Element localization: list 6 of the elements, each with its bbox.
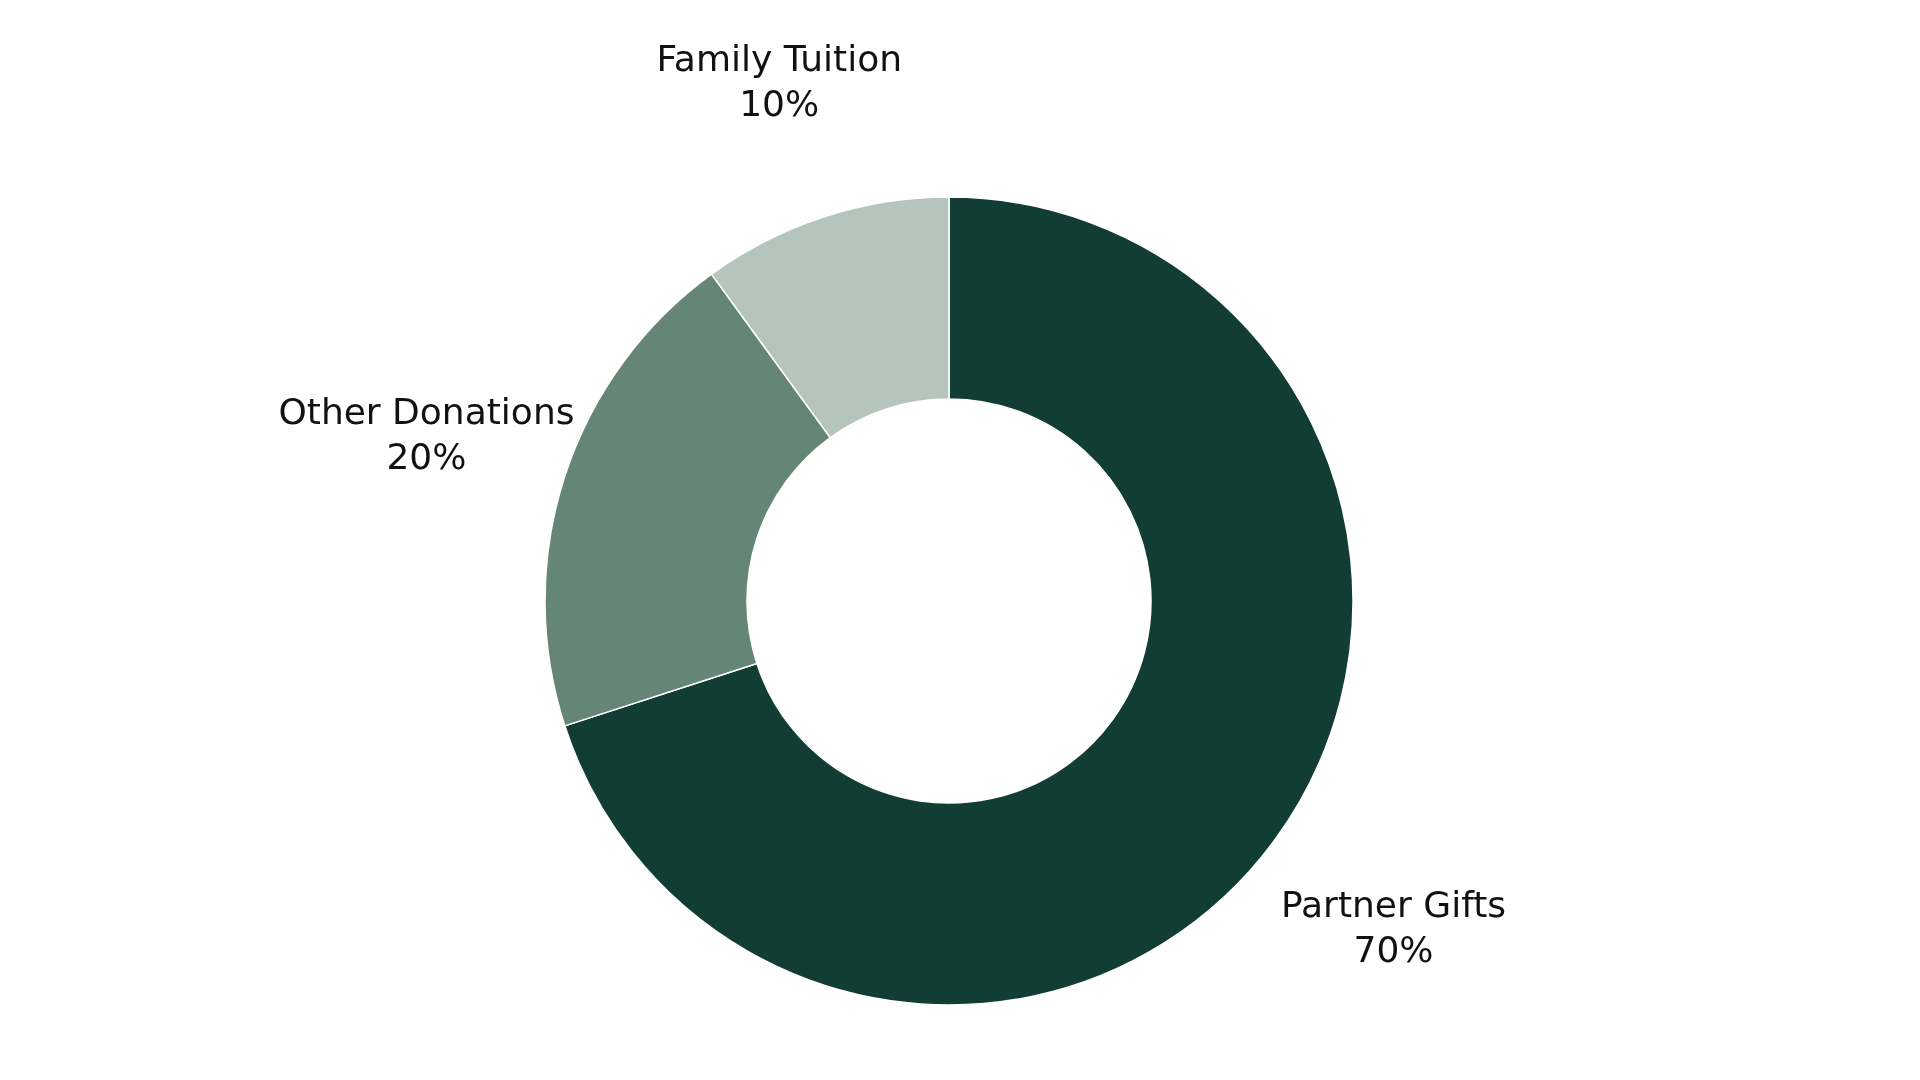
data-label: 20% <box>386 436 467 478</box>
data-label: 70% <box>1353 928 1434 970</box>
slice-label: Other Donations <box>278 391 575 433</box>
slice-label: Family Tuition <box>656 38 903 80</box>
data-label: 10% <box>739 83 820 125</box>
slice-label: Partner Gifts <box>1280 883 1507 925</box>
